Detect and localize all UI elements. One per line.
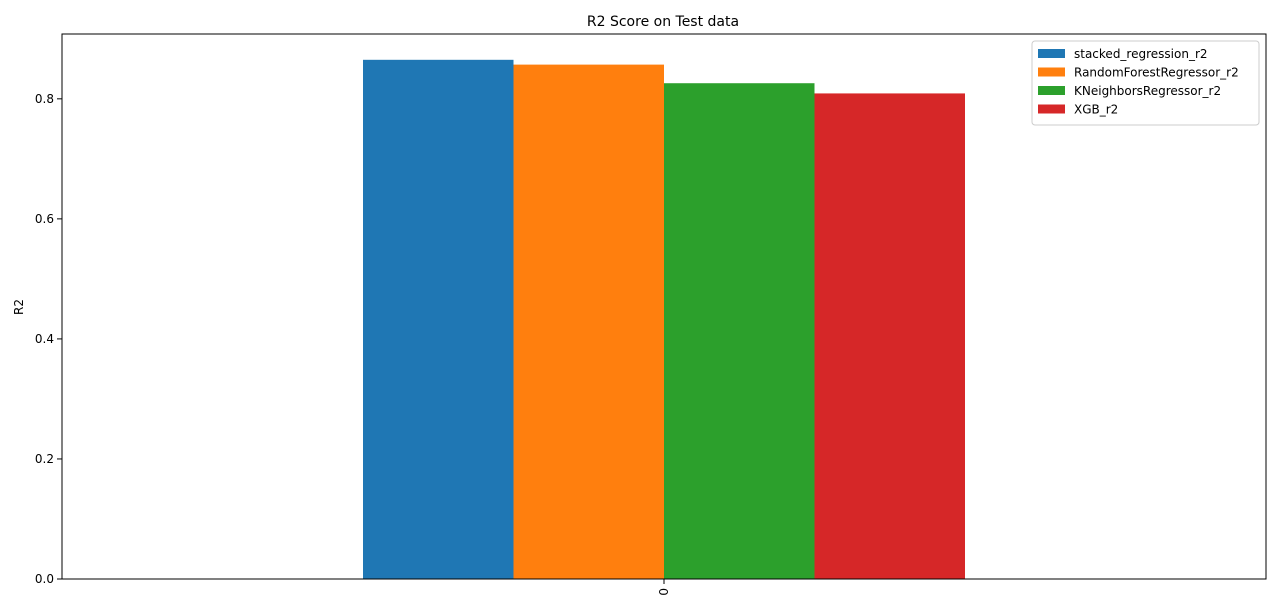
x-axis: 0	[657, 579, 671, 596]
legend-swatch	[1038, 104, 1065, 114]
bar-KNeighborsRegressor_r2	[664, 83, 815, 579]
legend-label: XGB_r2	[1074, 103, 1118, 117]
y-tick-label: 0.0	[35, 572, 54, 586]
bar-stacked_regression_r2	[363, 59, 514, 580]
legend-label: stacked_regression_r2	[1074, 47, 1208, 61]
legend-box	[1031, 40, 1260, 126]
legend-label: RandomForestRegressor_r2	[1074, 66, 1239, 80]
y-tick-label: 0.6	[35, 212, 54, 226]
y-tick-label: 0.2	[35, 452, 54, 466]
chart-title: R2 Score on Test data	[587, 14, 739, 30]
x-tick-label: 0	[657, 588, 671, 596]
legend-label: KNeighborsRegressor_r2	[1074, 84, 1221, 98]
y-axis: 0.0 0.2 0.4 0.6 0.8	[35, 92, 62, 586]
y-axis-label: R2	[12, 299, 26, 315]
legend-swatch	[1038, 86, 1065, 95]
legend: stacked_regression_r2 RandomForestRegress…	[1031, 40, 1260, 126]
y-tick-label: 0.4	[35, 332, 54, 346]
bars-group	[363, 59, 965, 580]
plot-area-frame	[61, 33, 1267, 580]
legend-swatch	[1038, 49, 1065, 58]
y-tick-label: 0.8	[35, 92, 54, 106]
bar-XGB_r2	[814, 93, 965, 579]
legend-swatch	[1038, 67, 1065, 77]
bar-RandomForestRegressor_r2	[513, 64, 664, 580]
